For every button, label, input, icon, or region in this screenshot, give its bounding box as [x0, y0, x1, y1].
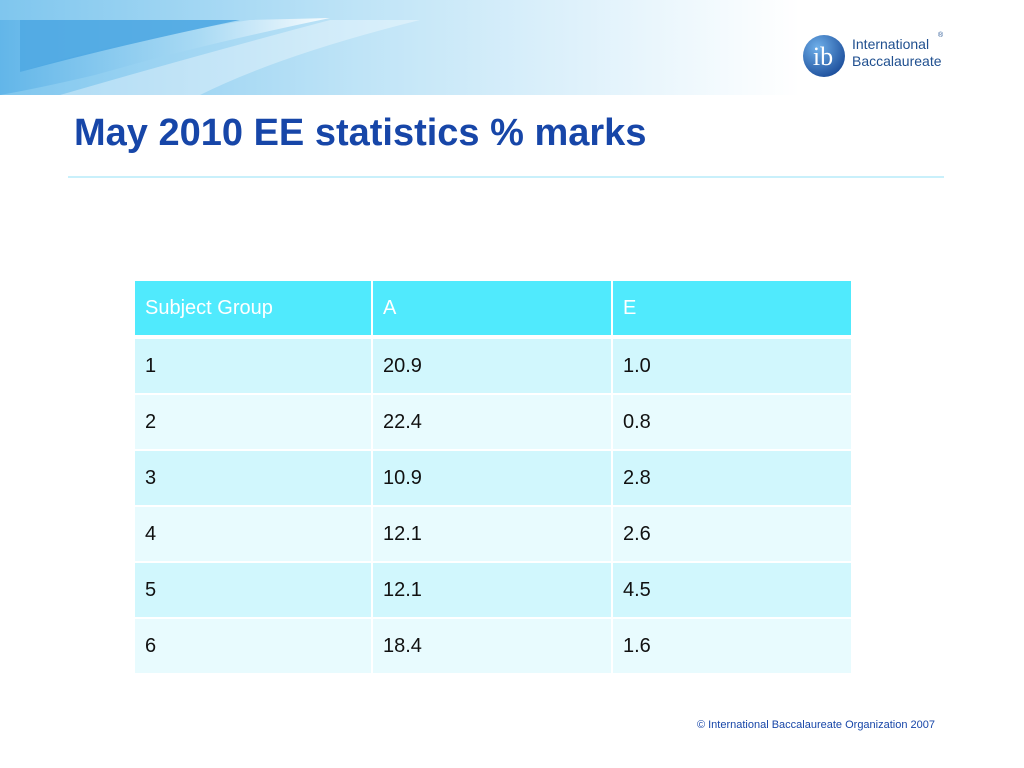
cell-a: 12.1: [371, 505, 613, 563]
header-swoosh-graphic: [0, 0, 800, 95]
header-e: E: [611, 279, 853, 339]
cell-a: 12.1: [371, 561, 613, 619]
cell-subject-group: 6: [133, 617, 373, 675]
cell-subject-group: 5: [133, 561, 373, 619]
ib-logo-line2: Baccalaureate: [852, 53, 942, 69]
table-header-row: Subject Group A E: [133, 279, 853, 339]
cell-e: 2.6: [611, 505, 853, 563]
cell-subject-group: 2: [133, 393, 373, 451]
copyright-footer: © International Baccalaureate Organizati…: [696, 719, 935, 731]
cell-a: 20.9: [371, 336, 613, 395]
cell-a: 18.4: [371, 617, 613, 675]
cell-a: 22.4: [371, 393, 613, 451]
cell-a: 10.9: [371, 449, 613, 507]
table-row: 3 10.9 2.8: [133, 449, 853, 507]
slide-title: May 2010 EE statistics % marks: [74, 112, 647, 154]
table-row: 6 18.4 1.6: [133, 617, 853, 675]
table-row: 4 12.1 2.6: [133, 505, 853, 563]
table-row: 5 12.1 4.5: [133, 561, 853, 619]
cell-subject-group: 3: [133, 449, 373, 507]
header-a: A: [371, 279, 613, 339]
ib-logo: ib International Baccalaureate ®: [800, 28, 960, 84]
ib-logo-line1: International: [852, 36, 930, 52]
cell-e: 2.8: [611, 449, 853, 507]
ee-statistics-table: Subject Group A E 1 20.9 1.0 2 22.4 0.8 …: [133, 279, 853, 675]
header-subject-group: Subject Group: [133, 279, 373, 339]
table-row: 1 20.9 1.0: [133, 336, 853, 395]
cell-e: 4.5: [611, 561, 853, 619]
registered-mark: ®: [938, 32, 944, 39]
cell-e: 1.6: [611, 617, 853, 675]
cell-e: 1.0: [611, 336, 853, 395]
ib-logo-mark: ib: [803, 35, 845, 77]
title-divider: [68, 176, 944, 178]
table-row: 2 22.4 0.8: [133, 393, 853, 451]
cell-subject-group: 1: [133, 336, 373, 395]
cell-subject-group: 4: [133, 505, 373, 563]
ib-logo-text: International Baccalaureate: [852, 36, 942, 70]
cell-e: 0.8: [611, 393, 853, 451]
ib-logo-mark-text: ib: [813, 42, 833, 71]
